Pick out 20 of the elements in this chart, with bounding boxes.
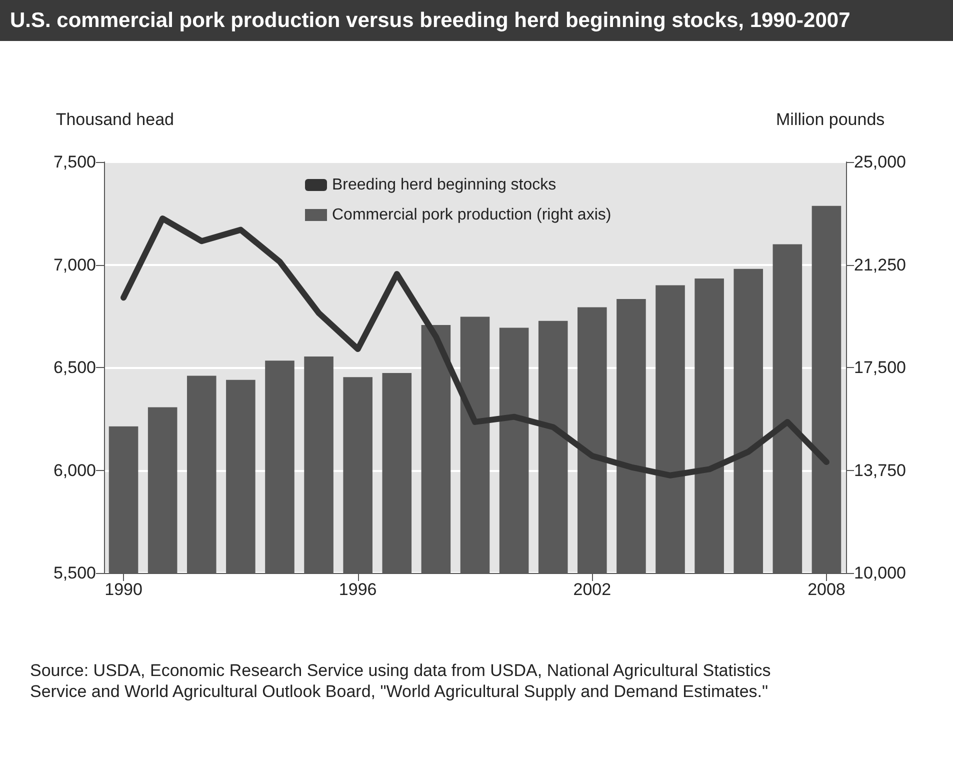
chart-title: U.S. commercial pork production versus breeding herd beginning stocks, 1990-2007 xyxy=(0,0,953,41)
y2-tick-label: 25,000 xyxy=(854,152,906,172)
legend-label: Commercial pork production (right axis) xyxy=(332,206,612,224)
x-tick-label: 1996 xyxy=(338,580,377,599)
y-tick-label: 5,500 xyxy=(53,564,96,582)
y-tick-label: 6,500 xyxy=(53,358,96,377)
y2-tick-label: 17,500 xyxy=(854,358,906,377)
y-axis-title: Thousand head xyxy=(56,110,174,129)
source-note: Source: USDA, Economic Research Service using data from USDA, National Agricultural Statistics Service and World Agricultural Outlook Board, "World Agricultural Supply and Demand Estimates." xyxy=(30,660,772,702)
y-tick-label: 6,000 xyxy=(53,460,96,480)
y2-axis-title: Million pounds xyxy=(776,110,885,129)
y2-tick-label: 10,000 xyxy=(854,564,906,582)
y-tick-label: 7,500 xyxy=(53,152,96,172)
x-tick-label: 2002 xyxy=(573,580,612,599)
y2-tick-label: 21,250 xyxy=(854,255,906,274)
y-tick-label: 7,000 xyxy=(53,255,96,274)
legend-label: Breeding herd beginning stocks xyxy=(332,176,556,194)
x-tick-label: 1990 xyxy=(104,580,142,599)
y2-tick-label: 13,750 xyxy=(854,460,906,480)
x-tick-label: 2008 xyxy=(808,580,846,599)
